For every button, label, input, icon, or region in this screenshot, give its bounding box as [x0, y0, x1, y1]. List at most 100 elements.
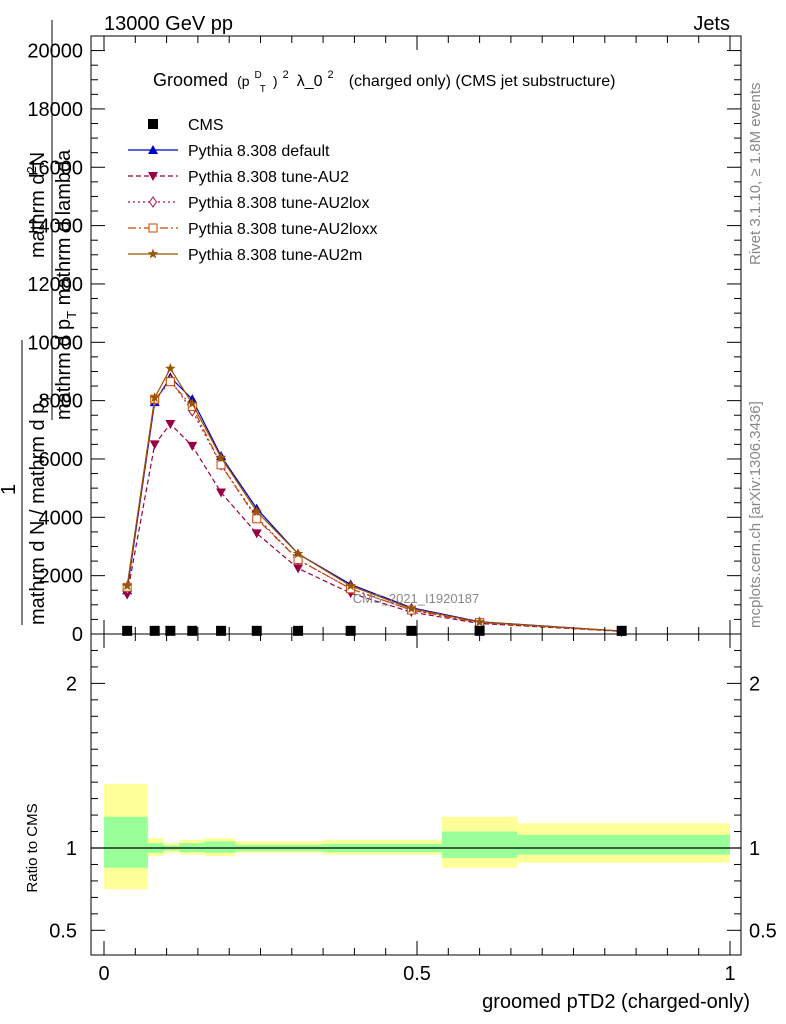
legend-marker-au2m	[147, 248, 159, 259]
ratio-y-tick-label-right: 2	[749, 673, 760, 695]
cms-data-point	[251, 625, 262, 636]
title-p: (p	[237, 73, 250, 89]
cms-data-point	[149, 625, 160, 636]
main-y-tick-label: 18000	[27, 99, 83, 121]
title-close: )	[273, 73, 278, 89]
x-axis-label: groomed pTD2 (charged-only)	[482, 991, 750, 1013]
ratio-axes: 0.5 0.5 1 1 2 2 0 0.5 1	[49, 633, 777, 985]
cms-data-point	[406, 625, 417, 636]
title-prefix: Groomed	[153, 70, 228, 90]
ylabel-front-numerator: 1	[0, 484, 20, 495]
ylabel-denominator: mathrm d pT mathrm d lambda	[53, 149, 79, 420]
legend-label-au2: Pythia 8.308 tune-AU2	[188, 169, 349, 186]
title-sup-2b: 2	[328, 69, 334, 81]
legend-marker-au2	[148, 172, 158, 181]
title-sub-t: T	[260, 84, 266, 95]
series-point-au2	[165, 419, 176, 429]
title-lambda: λ_0	[297, 73, 323, 90]
x-tick-label: 0	[98, 963, 109, 985]
main-axes: 0 2000 4000 6000 8000 10000 12000 14000 16000 180…	[27, 35, 742, 646]
header-energy-label: 13000 GeV pp	[104, 13, 233, 35]
main-y-tick-label: 14000	[27, 216, 83, 238]
main-panel: 0 2000 4000 6000 8000 10000 12000 14000 16000 180…	[27, 35, 742, 646]
series-point-au2m	[165, 363, 176, 373]
series-point-au2loxx	[252, 514, 262, 524]
series-point-au2m	[149, 392, 160, 403]
ratio-y-tick-label-right: 0.5	[749, 920, 777, 942]
main-y-tick-label: 0	[72, 624, 83, 646]
series-line-au2	[126, 423, 622, 632]
legend-marker-default	[148, 145, 158, 154]
series-point-au2m	[187, 398, 198, 409]
x-tick-label: 0.5	[403, 963, 431, 985]
ratio-inner-band	[104, 816, 148, 868]
main-series-layer	[121, 363, 627, 638]
ratio-y-tick-label: 1	[66, 838, 77, 860]
cms-data-point	[165, 625, 176, 636]
series-point-au2m	[345, 580, 356, 591]
series-point-au2	[293, 564, 304, 574]
legend-label-au2m: Pythia 8.308 tune-AU2m	[188, 247, 362, 264]
cms-data-point	[345, 625, 356, 636]
series-point-au2m	[474, 616, 485, 627]
title-sup-2: 2	[283, 69, 289, 81]
main-y-tick-label: 4000	[39, 507, 84, 529]
series-point-au2loxx	[165, 377, 175, 387]
ratio-bands-layer	[91, 783, 741, 890]
cms-data-point	[187, 625, 198, 636]
series-point-au2	[216, 488, 227, 498]
cms-data-point	[293, 625, 304, 636]
ratio-inner-band	[517, 834, 730, 855]
x-tick-label: 1	[724, 963, 735, 985]
legend: CMS Pythia 8.308 default Pythia 8.308 tune…	[128, 117, 377, 264]
series-point-au2	[251, 529, 262, 539]
title-sup-d: D	[255, 70, 262, 81]
series-point-au2m	[251, 505, 262, 516]
plot-title: Groomed (p D T ) 2 λ_0 2 (charged only) …	[153, 62, 615, 96]
main-y-tick-label: 6000	[39, 449, 84, 471]
ylabel-numerator: mathrm d2N	[24, 152, 49, 258]
series-point-au2	[122, 590, 133, 600]
legend-marker-cms	[148, 119, 158, 129]
series-point-au2m	[406, 603, 417, 614]
ratio-y-axis-label: Ratio to CMS	[24, 803, 41, 892]
series-line-au2loxx	[126, 380, 622, 632]
ratio-y-tick-label: 2	[66, 673, 77, 695]
series-point-au2m	[215, 452, 227, 462]
ylabel-front-denominator: mathrm d N / mathrm d pT	[27, 395, 53, 625]
ratio-y-tick-label-right: 1	[749, 838, 760, 860]
series-point-au2m	[121, 580, 133, 591]
legend-label-cms: CMS	[188, 117, 224, 134]
ratio-panel: 0.5 0.5 1 1 2 2 0 0.5 1	[49, 633, 777, 985]
title-rest: (charged only) (CMS jet substructure)	[349, 73, 616, 90]
analysis-watermark: CMS_2021_I1920187	[353, 591, 480, 606]
series-point-au2	[149, 440, 160, 450]
ratio-y-tick-label: 0.5	[49, 920, 77, 942]
main-y-tick-label: 12000	[27, 274, 83, 296]
legend-label-au2loxx: Pythia 8.308 tune-AU2loxx	[188, 221, 377, 238]
svg-text:Groomed (p D: Groomed (p D T ) 2 λ_0 2 (charged only) …	[153, 62, 615, 96]
series-au2m	[121, 363, 627, 636]
rivet-version-label: Rivet 3.1.10, ≥ 1.8M events	[747, 83, 764, 266]
mcplots-label: mcplots.cern.ch [arXiv:1306.3436]	[747, 401, 764, 628]
cms-data-point	[122, 625, 133, 636]
legend-label-default: Pythia 8.308 default	[188, 143, 330, 160]
main-y-tick-label: 8000	[39, 391, 84, 413]
header-jets-label: Jets	[693, 13, 730, 35]
cms-data-point	[216, 625, 227, 636]
legend-label-au2lox: Pythia 8.308 tune-AU2lox	[188, 195, 369, 212]
cms-data-point	[616, 625, 627, 636]
main-y-tick-label: 2000	[39, 566, 84, 588]
main-y-tick-label: 10000	[27, 332, 83, 354]
series-point-au2	[187, 441, 198, 451]
ratio-frame	[90, 633, 742, 956]
main-y-axis-label: mathrm d2N mathrm d pT mathrm d lambda 1…	[0, 20, 79, 625]
series-point-au2m	[292, 548, 304, 559]
legend-marker-au2lox	[148, 196, 158, 208]
main-y-tick-label: 16000	[27, 157, 83, 179]
ratio-inner-band	[442, 831, 518, 858]
main-y-tick-label: 20000	[27, 41, 83, 63]
legend-marker-au2loxx	[148, 223, 158, 233]
ratio-inner-band	[204, 841, 236, 853]
